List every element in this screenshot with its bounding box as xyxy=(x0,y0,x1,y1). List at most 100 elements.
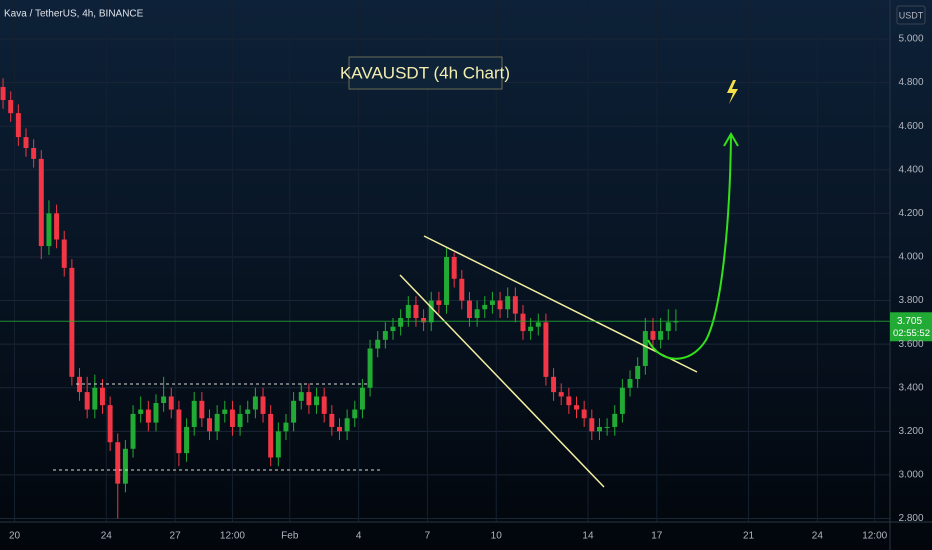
candle-body xyxy=(283,422,289,432)
candle-body xyxy=(428,300,434,323)
candle-body xyxy=(222,409,228,414)
x-tick-label: 24 xyxy=(101,531,113,542)
candle-body xyxy=(107,405,113,443)
candle-body xyxy=(673,321,679,323)
candle-body xyxy=(574,405,579,410)
candle-body xyxy=(275,431,281,458)
candle-body xyxy=(390,326,396,332)
candle-body xyxy=(459,278,465,301)
candle-body xyxy=(612,413,618,427)
candle-body xyxy=(482,304,488,310)
y-tick-label: 4.200 xyxy=(898,208,923,219)
candle-body xyxy=(398,317,404,327)
y-tick-label: 3.800 xyxy=(898,295,923,306)
candle-body xyxy=(268,413,274,458)
price-badge xyxy=(890,312,932,342)
candle-body xyxy=(38,158,44,247)
candle-body xyxy=(245,409,251,414)
candle-body xyxy=(69,267,75,377)
candle-body xyxy=(8,100,14,114)
candle-body xyxy=(474,309,480,318)
candle-body xyxy=(130,413,136,449)
candle-body xyxy=(84,392,90,410)
x-tick-label: 21 xyxy=(743,531,755,542)
candle-body xyxy=(543,322,549,377)
x-tick-label: 20 xyxy=(9,531,21,542)
projection-arrow xyxy=(647,135,732,360)
candle-body xyxy=(61,239,67,268)
candle-body xyxy=(642,331,648,366)
candle-body xyxy=(375,339,381,349)
candle-body xyxy=(77,376,83,393)
candle-body xyxy=(535,322,541,327)
candle-body xyxy=(551,376,557,393)
x-tick-label: 12:00 xyxy=(862,531,887,542)
candle-body xyxy=(444,256,450,305)
candle-body xyxy=(489,300,495,305)
candle-body xyxy=(367,348,373,388)
y-tick-label: 4.800 xyxy=(898,77,923,88)
candle-body xyxy=(382,331,388,340)
candle-body xyxy=(161,396,167,403)
candle-body xyxy=(314,396,320,406)
candle-body xyxy=(619,387,625,414)
chart-title: KAVAUSDT (4h Chart) xyxy=(340,63,510,82)
y-tick-label: 5.000 xyxy=(898,34,923,45)
candle-body xyxy=(207,418,212,432)
candle-body xyxy=(92,387,98,410)
candle-body xyxy=(497,300,503,310)
x-tick-label: Feb xyxy=(281,531,299,542)
candle-body xyxy=(650,331,656,340)
candle-body xyxy=(199,400,205,419)
candle-body xyxy=(329,413,335,427)
candle-body xyxy=(237,413,243,427)
x-tick-label: 12:00 xyxy=(220,531,245,542)
candle-body xyxy=(336,426,342,432)
y-tick-label: 4.600 xyxy=(898,121,923,132)
candle-body xyxy=(229,409,235,427)
candle-body xyxy=(0,86,6,101)
candle-body xyxy=(451,256,457,279)
title-box xyxy=(348,56,503,90)
lightning-icon xyxy=(727,80,738,104)
x-tick-label: 7 xyxy=(425,531,431,542)
x-tick-label: 4 xyxy=(356,531,362,542)
candle-body xyxy=(558,392,564,397)
candle-body xyxy=(321,396,327,414)
candle-body xyxy=(168,396,174,410)
currency-label: USDT xyxy=(899,10,924,20)
candle-body xyxy=(46,213,52,247)
candle-body xyxy=(665,322,671,332)
candle-body xyxy=(413,304,419,318)
x-tick-label: 27 xyxy=(170,531,182,542)
y-tick-label: 4.400 xyxy=(898,164,923,175)
candle-body xyxy=(352,409,358,419)
trendline-lower xyxy=(399,274,605,488)
candle-body xyxy=(291,400,297,423)
candle-body xyxy=(15,113,21,138)
y-tick-label: 2.800 xyxy=(898,513,923,524)
y-tick-label: 3.600 xyxy=(898,339,923,350)
candle-body xyxy=(528,326,534,332)
y-tick-label: 4.000 xyxy=(898,252,923,263)
candle-body xyxy=(191,400,197,427)
candle-body xyxy=(466,300,472,318)
candle-body xyxy=(306,392,312,406)
candle-body xyxy=(176,409,182,454)
candle-body xyxy=(566,396,572,406)
arrow-head xyxy=(723,132,739,147)
candle-body xyxy=(344,418,350,432)
x-tick-label: 17 xyxy=(651,531,663,542)
currency-box xyxy=(896,5,926,25)
candle-body xyxy=(359,387,365,410)
x-tick-label: 14 xyxy=(582,531,594,542)
candle-body xyxy=(214,413,220,432)
candle-body xyxy=(604,426,610,428)
last-price-label: 3.705 xyxy=(897,316,922,327)
candle-body xyxy=(581,409,587,419)
candle-body xyxy=(635,365,641,380)
candle-body xyxy=(298,392,304,401)
